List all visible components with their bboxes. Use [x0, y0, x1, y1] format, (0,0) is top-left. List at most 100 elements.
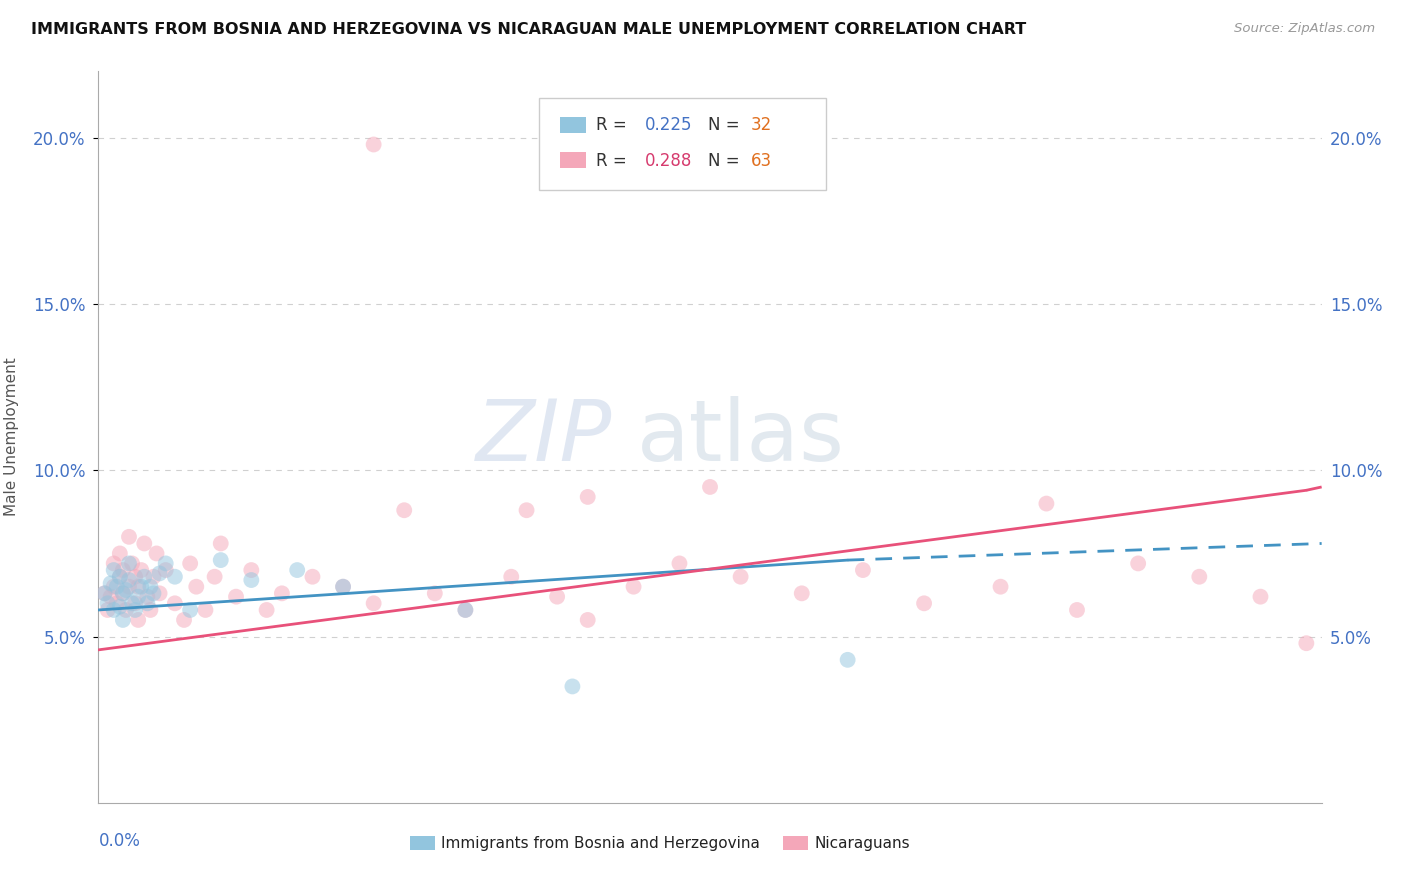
FancyBboxPatch shape: [560, 152, 586, 168]
Point: [115, 582, 138, 597]
Point: [108, 599, 131, 614]
Text: 63: 63: [751, 152, 772, 169]
Point: [179, 557, 201, 571]
Point: [186, 580, 208, 594]
Point: [155, 563, 177, 577]
Point: [93, 586, 115, 600]
Point: [108, 570, 131, 584]
Point: [111, 586, 134, 600]
Text: IMMIGRANTS FROM BOSNIA AND HERZEGOVINA VS NICARAGUAN MALE UNEMPLOYMENT CORRELATI: IMMIGRANTS FROM BOSNIA AND HERZEGOVINA V…: [31, 22, 1026, 37]
Point: [142, 586, 165, 600]
Point: [561, 680, 583, 694]
Point: [173, 613, 195, 627]
Point: [837, 653, 859, 667]
Point: [139, 603, 162, 617]
Point: [103, 557, 125, 571]
Point: [240, 573, 263, 587]
Point: [163, 596, 186, 610]
Point: [576, 613, 599, 627]
Point: [103, 580, 125, 594]
Point: [105, 580, 128, 594]
Point: [163, 570, 186, 584]
Point: [1295, 636, 1317, 650]
Point: [145, 546, 167, 560]
Point: [1249, 590, 1271, 604]
Point: [134, 570, 156, 584]
Point: [392, 503, 416, 517]
Point: [124, 603, 146, 617]
Point: [111, 613, 134, 627]
Point: [139, 580, 162, 594]
Point: [179, 603, 201, 617]
Y-axis label: Male Unemployment: Male Unemployment: [4, 358, 18, 516]
Point: [105, 596, 128, 610]
Point: [516, 503, 538, 517]
Text: Source: ZipAtlas.com: Source: ZipAtlas.com: [1234, 22, 1375, 36]
Text: atlas: atlas: [637, 395, 845, 479]
Point: [454, 603, 477, 617]
Point: [912, 596, 935, 610]
Point: [100, 590, 122, 604]
Point: [124, 596, 146, 610]
Point: [1035, 497, 1057, 511]
Point: [111, 563, 134, 577]
Point: [225, 590, 247, 604]
Text: 0.288: 0.288: [645, 152, 693, 169]
Text: 32: 32: [751, 117, 772, 135]
Point: [127, 590, 149, 604]
Point: [129, 563, 152, 577]
Point: [97, 596, 120, 610]
Point: [194, 603, 217, 617]
Point: [127, 580, 149, 594]
Point: [103, 603, 125, 617]
Point: [576, 490, 599, 504]
Point: [852, 563, 875, 577]
Point: [423, 586, 446, 600]
Text: R =: R =: [596, 152, 633, 169]
Point: [103, 563, 125, 577]
Point: [149, 566, 172, 581]
FancyBboxPatch shape: [560, 117, 586, 133]
Point: [149, 586, 172, 600]
Point: [668, 557, 690, 571]
Point: [108, 546, 131, 560]
Point: [136, 590, 159, 604]
Point: [270, 586, 292, 600]
Point: [209, 553, 232, 567]
Point: [285, 563, 308, 577]
Point: [118, 580, 141, 594]
Point: [115, 603, 138, 617]
Point: [301, 570, 323, 584]
Point: [108, 570, 131, 584]
Point: [118, 557, 141, 571]
Point: [121, 557, 143, 571]
Point: [118, 573, 141, 587]
Point: [129, 580, 152, 594]
Point: [1066, 603, 1088, 617]
Point: [990, 580, 1012, 594]
Point: [546, 590, 568, 604]
FancyBboxPatch shape: [538, 98, 827, 190]
Point: [454, 603, 477, 617]
Point: [1188, 570, 1211, 584]
Point: [142, 570, 165, 584]
Text: 0.0%: 0.0%: [98, 832, 141, 850]
Point: [363, 596, 385, 610]
Point: [97, 603, 120, 617]
Point: [1128, 557, 1150, 571]
Point: [332, 580, 354, 594]
FancyBboxPatch shape: [783, 836, 808, 850]
Point: [699, 480, 721, 494]
Point: [240, 563, 263, 577]
Point: [93, 586, 115, 600]
Point: [332, 580, 354, 594]
Point: [363, 137, 385, 152]
Text: N =: N =: [707, 152, 744, 169]
Point: [790, 586, 813, 600]
Text: R =: R =: [596, 117, 633, 135]
Point: [204, 570, 226, 584]
Point: [124, 570, 146, 584]
Point: [100, 576, 122, 591]
Text: Nicaraguans: Nicaraguans: [814, 836, 910, 851]
Point: [155, 557, 177, 571]
